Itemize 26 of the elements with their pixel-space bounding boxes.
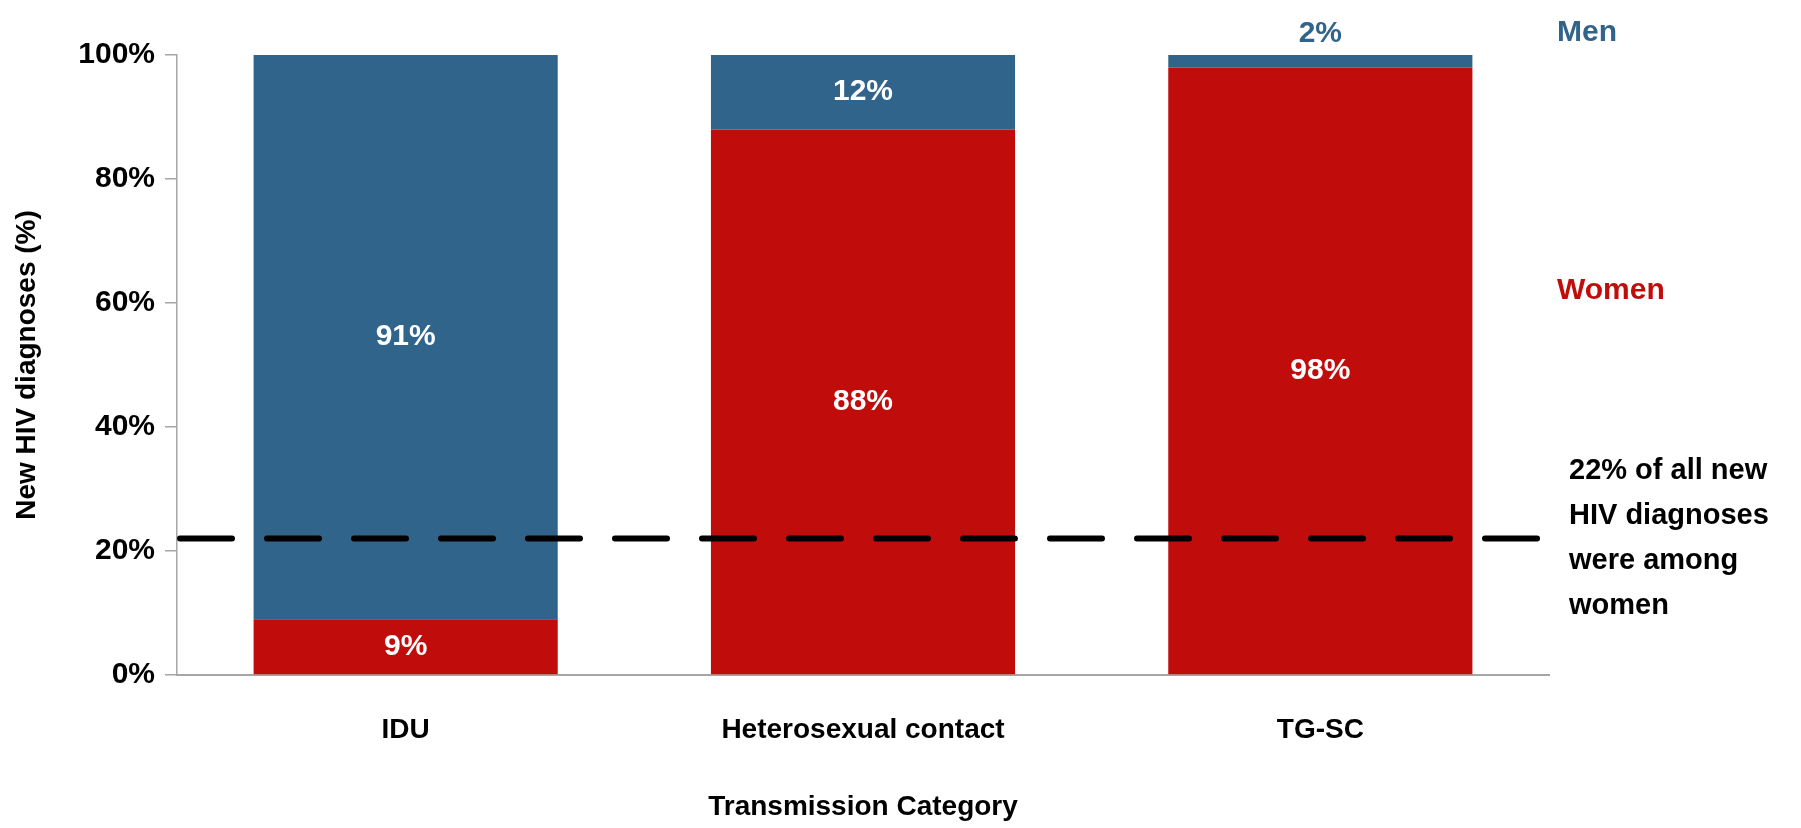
bar — [253, 619, 558, 675]
data-label: 12% — [832, 73, 894, 107]
bar — [1168, 67, 1473, 675]
x-tick-label: Heterosexual contact — [721, 712, 1005, 744]
bar — [253, 55, 558, 620]
bar — [1168, 55, 1473, 68]
data-label: 98% — [1290, 352, 1351, 386]
data-label: 88% — [832, 383, 894, 417]
y-tick-label: 20% — [94, 532, 155, 566]
bar — [710, 129, 1016, 675]
y-tick-label: 60% — [94, 284, 155, 318]
bar — [710, 55, 1016, 130]
text: Women — [1557, 272, 1665, 306]
data-label: 9% — [383, 627, 428, 661]
y-tick-label: 80% — [94, 160, 155, 194]
y-tick-label: 40% — [94, 408, 155, 442]
y-axis-title: New HIV diagnoses (%) — [9, 210, 41, 520]
ref-line-label: 22% of all new HIV diagnoses were among women — [1568, 453, 1769, 621]
x-tick-label: IDU — [381, 712, 430, 744]
x-tick-label: TG-SC — [1276, 712, 1364, 744]
data-label: 91% — [375, 318, 436, 352]
x-axis-title: Transmission Category — [708, 789, 1019, 821]
y-tick-label: 100% — [78, 36, 155, 70]
y-tick-label: 0% — [111, 656, 155, 690]
data-label: 2% — [1298, 15, 1343, 49]
text: Men — [1557, 14, 1617, 48]
